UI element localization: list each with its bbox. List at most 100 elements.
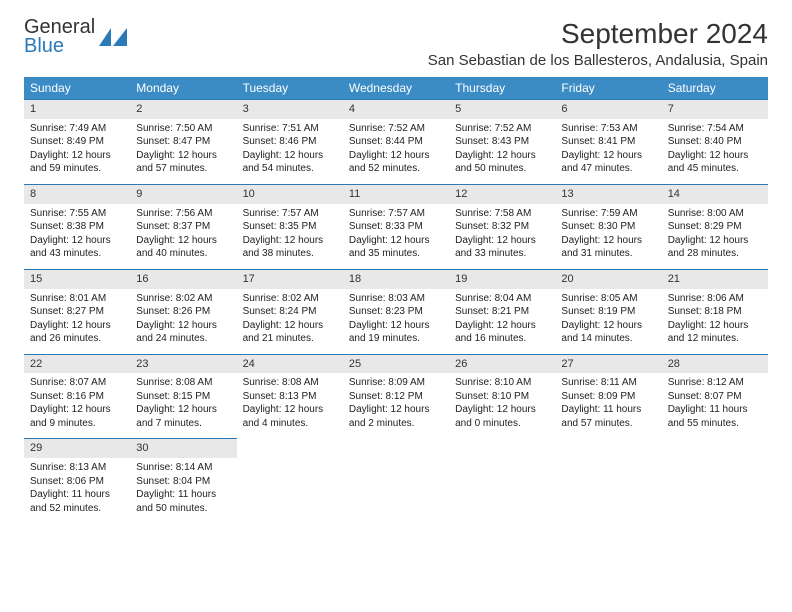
day-number: 15 — [24, 269, 130, 289]
day-number: 30 — [130, 438, 236, 458]
sunset-line: Sunset: 8:40 PM — [668, 135, 762, 149]
calendar-cell: 15Sunrise: 8:01 AMSunset: 8:27 PMDayligh… — [24, 269, 130, 354]
calendar-row: 29Sunrise: 8:13 AMSunset: 8:06 PMDayligh… — [24, 438, 768, 523]
calendar-row: 15Sunrise: 8:01 AMSunset: 8:27 PMDayligh… — [24, 269, 768, 354]
calendar-cell: . — [449, 438, 555, 523]
daylight-line: Daylight: 12 hours and 12 minutes. — [668, 319, 762, 346]
daylight-line: Daylight: 12 hours and 2 minutes. — [349, 403, 443, 430]
sunset-line: Sunset: 8:10 PM — [455, 390, 549, 404]
sunrise-line: Sunrise: 7:59 AM — [561, 207, 655, 221]
day-number: 9 — [130, 184, 236, 204]
day-detail: Sunrise: 7:52 AMSunset: 8:43 PMDaylight:… — [449, 119, 555, 184]
day-number: 14 — [662, 184, 768, 204]
day-number: 2 — [130, 99, 236, 119]
day-number: 13 — [555, 184, 661, 204]
calendar-cell: 9Sunrise: 7:56 AMSunset: 8:37 PMDaylight… — [130, 184, 236, 269]
calendar-cell: 29Sunrise: 8:13 AMSunset: 8:06 PMDayligh… — [24, 438, 130, 523]
calendar-cell: 8Sunrise: 7:55 AMSunset: 8:38 PMDaylight… — [24, 184, 130, 269]
daylight-line: Daylight: 12 hours and 9 minutes. — [30, 403, 124, 430]
daylight-line: Daylight: 12 hours and 35 minutes. — [349, 234, 443, 261]
sunrise-line: Sunrise: 8:08 AM — [136, 376, 230, 390]
sunset-line: Sunset: 8:30 PM — [561, 220, 655, 234]
calendar-cell: 10Sunrise: 7:57 AMSunset: 8:35 PMDayligh… — [237, 184, 343, 269]
sunset-line: Sunset: 8:46 PM — [243, 135, 337, 149]
sunset-line: Sunset: 8:37 PM — [136, 220, 230, 234]
day-number: 24 — [237, 354, 343, 374]
weekday-header: Thursday — [449, 77, 555, 99]
sunset-line: Sunset: 8:26 PM — [136, 305, 230, 319]
daylight-line: Daylight: 12 hours and 47 minutes. — [561, 149, 655, 176]
sunset-line: Sunset: 8:24 PM — [243, 305, 337, 319]
sunrise-line: Sunrise: 8:00 AM — [668, 207, 762, 221]
day-number: 7 — [662, 99, 768, 119]
day-detail: Sunrise: 8:02 AMSunset: 8:26 PMDaylight:… — [130, 289, 236, 354]
day-number: 17 — [237, 269, 343, 289]
sunrise-line: Sunrise: 8:02 AM — [136, 292, 230, 306]
day-detail: Sunrise: 8:09 AMSunset: 8:12 PMDaylight:… — [343, 373, 449, 438]
sunset-line: Sunset: 8:33 PM — [349, 220, 443, 234]
weekday-header: Friday — [555, 77, 661, 99]
sunset-line: Sunset: 8:35 PM — [243, 220, 337, 234]
sunset-line: Sunset: 8:06 PM — [30, 475, 124, 489]
calendar-cell: 4 Sunrise: 7:52 AMSunset: 8:44 PMDaylight… — [343, 99, 449, 184]
sunrise-line: Sunrise: 7:57 AM — [349, 207, 443, 221]
sunrise-line: Sunrise: 7:52 AM — [349, 122, 443, 136]
day-detail: Sunrise: 8:03 AMSunset: 8:23 PMDaylight:… — [343, 289, 449, 354]
day-detail: Sunrise: 7:59 AMSunset: 8:30 PMDaylight:… — [555, 204, 661, 269]
day-number: 28 — [662, 354, 768, 374]
sunset-line: Sunset: 8:23 PM — [349, 305, 443, 319]
sunset-line: Sunset: 8:41 PM — [561, 135, 655, 149]
calendar-cell: 5Sunrise: 7:52 AMSunset: 8:43 PMDaylight… — [449, 99, 555, 184]
calendar-cell: 6Sunrise: 7:53 AMSunset: 8:41 PMDaylight… — [555, 99, 661, 184]
daylight-line: Daylight: 12 hours and 0 minutes. — [455, 403, 549, 430]
day-detail: Sunrise: 7:55 AMSunset: 8:38 PMDaylight:… — [24, 204, 130, 269]
calendar-cell: 19Sunrise: 8:04 AMSunset: 8:21 PMDayligh… — [449, 269, 555, 354]
daylight-line: Daylight: 12 hours and 21 minutes. — [243, 319, 337, 346]
calendar-cell: 16Sunrise: 8:02 AMSunset: 8:26 PMDayligh… — [130, 269, 236, 354]
day-number: 26 — [449, 354, 555, 374]
sunrise-line: Sunrise: 8:01 AM — [30, 292, 124, 306]
calendar-row: 8Sunrise: 7:55 AMSunset: 8:38 PMDaylight… — [24, 184, 768, 269]
sunset-line: Sunset: 8:13 PM — [243, 390, 337, 404]
sunrise-line: Sunrise: 7:49 AM — [30, 122, 124, 136]
day-detail: Sunrise: 7:53 AMSunset: 8:41 PMDaylight:… — [555, 119, 661, 184]
sunrise-line: Sunrise: 8:09 AM — [349, 376, 443, 390]
weekday-header: Wednesday — [343, 77, 449, 99]
day-detail: Sunrise: 8:07 AMSunset: 8:16 PMDaylight:… — [24, 373, 130, 438]
title-block: September 2024 San Sebastian de los Ball… — [428, 18, 768, 69]
calendar-table: SundayMondayTuesdayWednesdayThursdayFrid… — [24, 77, 768, 523]
day-detail: Sunrise: 7:56 AMSunset: 8:37 PMDaylight:… — [130, 204, 236, 269]
day-detail: Sunrise: 7:49 AMSunset: 8:49 PMDaylight:… — [24, 119, 130, 184]
daylight-line: Daylight: 12 hours and 52 minutes. — [349, 149, 443, 176]
logo-word2: Blue — [24, 37, 95, 56]
sunrise-line: Sunrise: 7:58 AM — [455, 207, 549, 221]
day-number: 3 — [237, 99, 343, 119]
sunrise-line: Sunrise: 7:54 AM — [668, 122, 762, 136]
calendar-cell: 27Sunrise: 8:11 AMSunset: 8:09 PMDayligh… — [555, 354, 661, 439]
day-number: 6 — [555, 99, 661, 119]
calendar-cell: 13Sunrise: 7:59 AMSunset: 8:30 PMDayligh… — [555, 184, 661, 269]
daylight-line: Daylight: 12 hours and 31 minutes. — [561, 234, 655, 261]
day-number: 19 — [449, 269, 555, 289]
daylight-line: Daylight: 11 hours and 57 minutes. — [561, 403, 655, 430]
sunset-line: Sunset: 8:44 PM — [349, 135, 443, 149]
day-number: 29 — [24, 438, 130, 458]
day-detail: Sunrise: 8:13 AMSunset: 8:06 PMDaylight:… — [24, 458, 130, 523]
daylight-line: Daylight: 12 hours and 4 minutes. — [243, 403, 337, 430]
daylight-line: Daylight: 12 hours and 43 minutes. — [30, 234, 124, 261]
calendar-cell: 28Sunrise: 8:12 AMSunset: 8:07 PMDayligh… — [662, 354, 768, 439]
day-detail: Sunrise: 8:12 AMSunset: 8:07 PMDaylight:… — [662, 373, 768, 438]
daylight-line: Daylight: 12 hours and 7 minutes. — [136, 403, 230, 430]
day-detail: Sunrise: 7:50 AMSunset: 8:47 PMDaylight:… — [130, 119, 236, 184]
calendar-cell: 21Sunrise: 8:06 AMSunset: 8:18 PMDayligh… — [662, 269, 768, 354]
day-number: 5 — [449, 99, 555, 119]
month-title: September 2024 — [428, 18, 768, 50]
day-detail: Sunrise: 8:02 AMSunset: 8:24 PMDaylight:… — [237, 289, 343, 354]
day-number: 1 — [24, 99, 130, 119]
sunset-line: Sunset: 8:04 PM — [136, 475, 230, 489]
sunset-line: Sunset: 8:29 PM — [668, 220, 762, 234]
day-number: 4 — [343, 99, 449, 119]
daylight-line: Daylight: 12 hours and 26 minutes. — [30, 319, 124, 346]
weekday-header: Monday — [130, 77, 236, 99]
day-detail: Sunrise: 7:58 AMSunset: 8:32 PMDaylight:… — [449, 204, 555, 269]
